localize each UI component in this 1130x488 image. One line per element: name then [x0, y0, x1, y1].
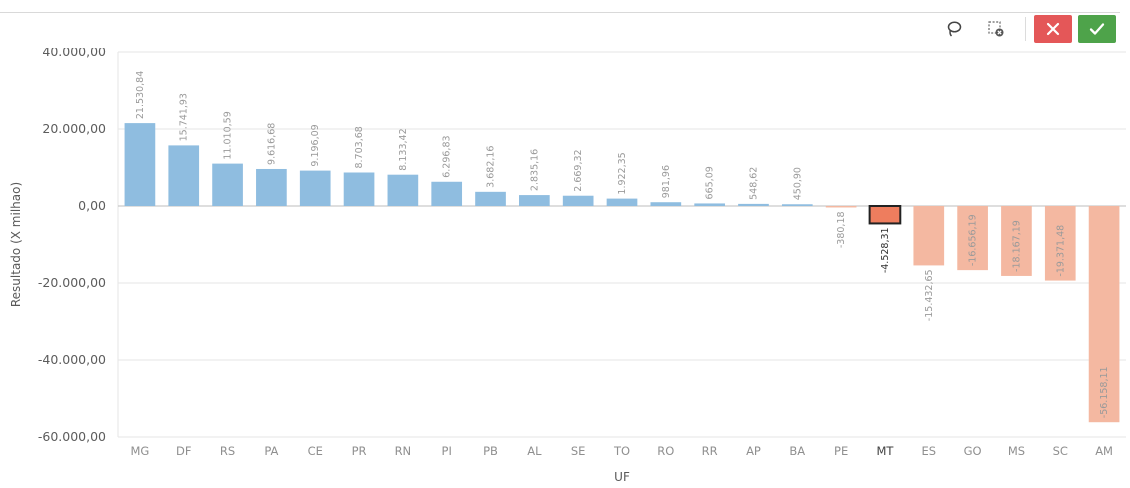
bar-mg[interactable]	[124, 123, 156, 206]
data-label-al: 2.835,16	[529, 149, 540, 191]
x-tick-label-to[interactable]: TO	[613, 444, 630, 458]
bar-go[interactable]	[957, 206, 988, 271]
toolbar-separator	[1025, 17, 1026, 41]
bar-sc[interactable]	[1044, 206, 1076, 281]
x-tick-label-rs[interactable]: RS	[220, 444, 235, 458]
bar-chart: 21.530,84 15.741,93 11.010,59 9.616,68 9.196…	[9, 48, 1126, 484]
data-label-rn: 8.133,42	[398, 128, 409, 170]
data-label-to: 1.922,35	[617, 152, 628, 194]
y-tick-label: 0,00	[78, 198, 106, 213]
x-tick-label-ba[interactable]: BA	[789, 444, 805, 458]
data-label-am: -56.158,11	[1099, 366, 1110, 418]
data-label-mt: -4.528,31	[880, 227, 891, 273]
data-label-rr: 665,09	[705, 166, 716, 199]
x-tick-label-rr[interactable]: RR	[702, 444, 718, 458]
data-label-go: -16.656,19	[968, 214, 979, 266]
bar-ms[interactable]	[1001, 206, 1032, 276]
bar-ap[interactable]	[738, 203, 769, 206]
data-labels: 21.530,84 15.741,93 11.010,59 9.616,68 9.196…	[135, 71, 1110, 418]
bar-to[interactable]	[606, 198, 638, 206]
x-tick-label-ce[interactable]: CE	[308, 444, 323, 458]
y-tick-label: -40.000,00	[38, 352, 106, 367]
data-label-pe: -380,18	[836, 211, 847, 248]
bar-al[interactable]	[519, 195, 550, 206]
x-axis: MG DF RS PA CE PR RN PI PB AL SE TO RO RR AP BA PE MT ES GO…	[130, 444, 1112, 458]
data-label-ms: -18.167,19	[1011, 220, 1022, 272]
x-tick-label-ap[interactable]: AP	[746, 444, 761, 458]
x-tick-label-pr[interactable]: PR	[352, 444, 367, 458]
x-tick-label-al[interactable]: AL	[527, 444, 542, 458]
x-tick-label-se[interactable]: SE	[571, 444, 586, 458]
bar-mt[interactable]	[868, 205, 902, 225]
y-axis-title: Resultado (X milhao)	[9, 182, 23, 307]
bars	[124, 123, 1120, 423]
y-tick-label: -60.000,00	[38, 429, 106, 444]
bar-am[interactable]	[1088, 206, 1120, 423]
lasso-button[interactable]	[939, 15, 969, 43]
bar-pi[interactable]	[431, 181, 463, 206]
data-label-rs: 11.010,59	[223, 111, 234, 159]
bar-es[interactable]	[913, 206, 945, 266]
x-tick-label-pe[interactable]: PE	[834, 444, 848, 458]
x-tick-label-am[interactable]: AM	[1095, 444, 1113, 458]
bar-pr[interactable]	[343, 172, 375, 206]
bar-df[interactable]	[168, 145, 200, 206]
bar-pa[interactable]	[256, 168, 287, 206]
x-tick-label-mg[interactable]: MG	[130, 444, 149, 458]
check-icon	[1089, 23, 1105, 35]
bar-ce[interactable]	[299, 170, 331, 206]
data-label-ap: 548,62	[748, 167, 759, 200]
data-label-ro: 981,96	[661, 165, 672, 198]
bar-ba[interactable]	[781, 204, 813, 206]
x-tick-label-pi[interactable]: PI	[442, 444, 452, 458]
x-tick-label-ms[interactable]: MS	[1008, 444, 1025, 458]
y-tick-label: 20.000,00	[42, 121, 106, 136]
x-tick-label-df[interactable]: DF	[176, 444, 191, 458]
y-tick-label: 40.000,00	[42, 48, 106, 59]
bar-rr[interactable]	[694, 203, 725, 206]
data-label-ce: 9.196,09	[310, 124, 321, 166]
data-label-se: 2.669,32	[573, 149, 584, 191]
bar-se[interactable]	[562, 195, 594, 206]
x-tick-label-go[interactable]: GO	[964, 444, 982, 458]
cancel-selection-button[interactable]	[1034, 15, 1072, 43]
x-tick-label-rn[interactable]: RN	[395, 444, 412, 458]
top-border	[0, 12, 1120, 13]
clear-selection-button[interactable]	[981, 15, 1011, 43]
x-axis-title: UF	[614, 470, 630, 484]
bar-rs[interactable]	[212, 163, 243, 206]
x-tick-label-mt[interactable]: MT	[876, 444, 894, 458]
bar-ro[interactable]	[650, 202, 682, 206]
y-tick-label: -20.000,00	[38, 275, 106, 290]
x-tick-label-pa[interactable]: PA	[264, 444, 278, 458]
clear-selection-icon	[988, 21, 1004, 37]
data-label-mg: 21.530,84	[135, 71, 146, 119]
bar-rn[interactable]	[387, 174, 419, 206]
selection-toolbar	[939, 14, 1116, 44]
data-label-es: -15.432,65	[924, 269, 935, 321]
close-icon	[1046, 22, 1060, 36]
x-tick-label-es[interactable]: ES	[921, 444, 936, 458]
bar-pe[interactable]	[825, 206, 857, 208]
data-label-pb: 3.682,16	[486, 146, 497, 188]
data-label-sc: -19.371,48	[1055, 225, 1066, 277]
data-label-df: 15.741,93	[179, 93, 190, 141]
y-axis: -60.000,00 -40.000,00 -20.000,00 0,00 20.000…	[38, 48, 106, 444]
x-tick-label-pb[interactable]: PB	[483, 444, 498, 458]
bar-pb[interactable]	[475, 191, 506, 206]
confirm-selection-button[interactable]	[1078, 15, 1116, 43]
x-tick-label-ro[interactable]: RO	[657, 444, 674, 458]
x-tick-label-sc[interactable]: SC	[1053, 444, 1068, 458]
lasso-icon	[947, 21, 962, 37]
data-label-pr: 8.703,68	[354, 126, 365, 168]
data-label-pi: 6.296,83	[442, 135, 453, 177]
data-label-pa: 9.616,68	[266, 123, 277, 165]
data-label-ba: 450,90	[792, 167, 803, 200]
